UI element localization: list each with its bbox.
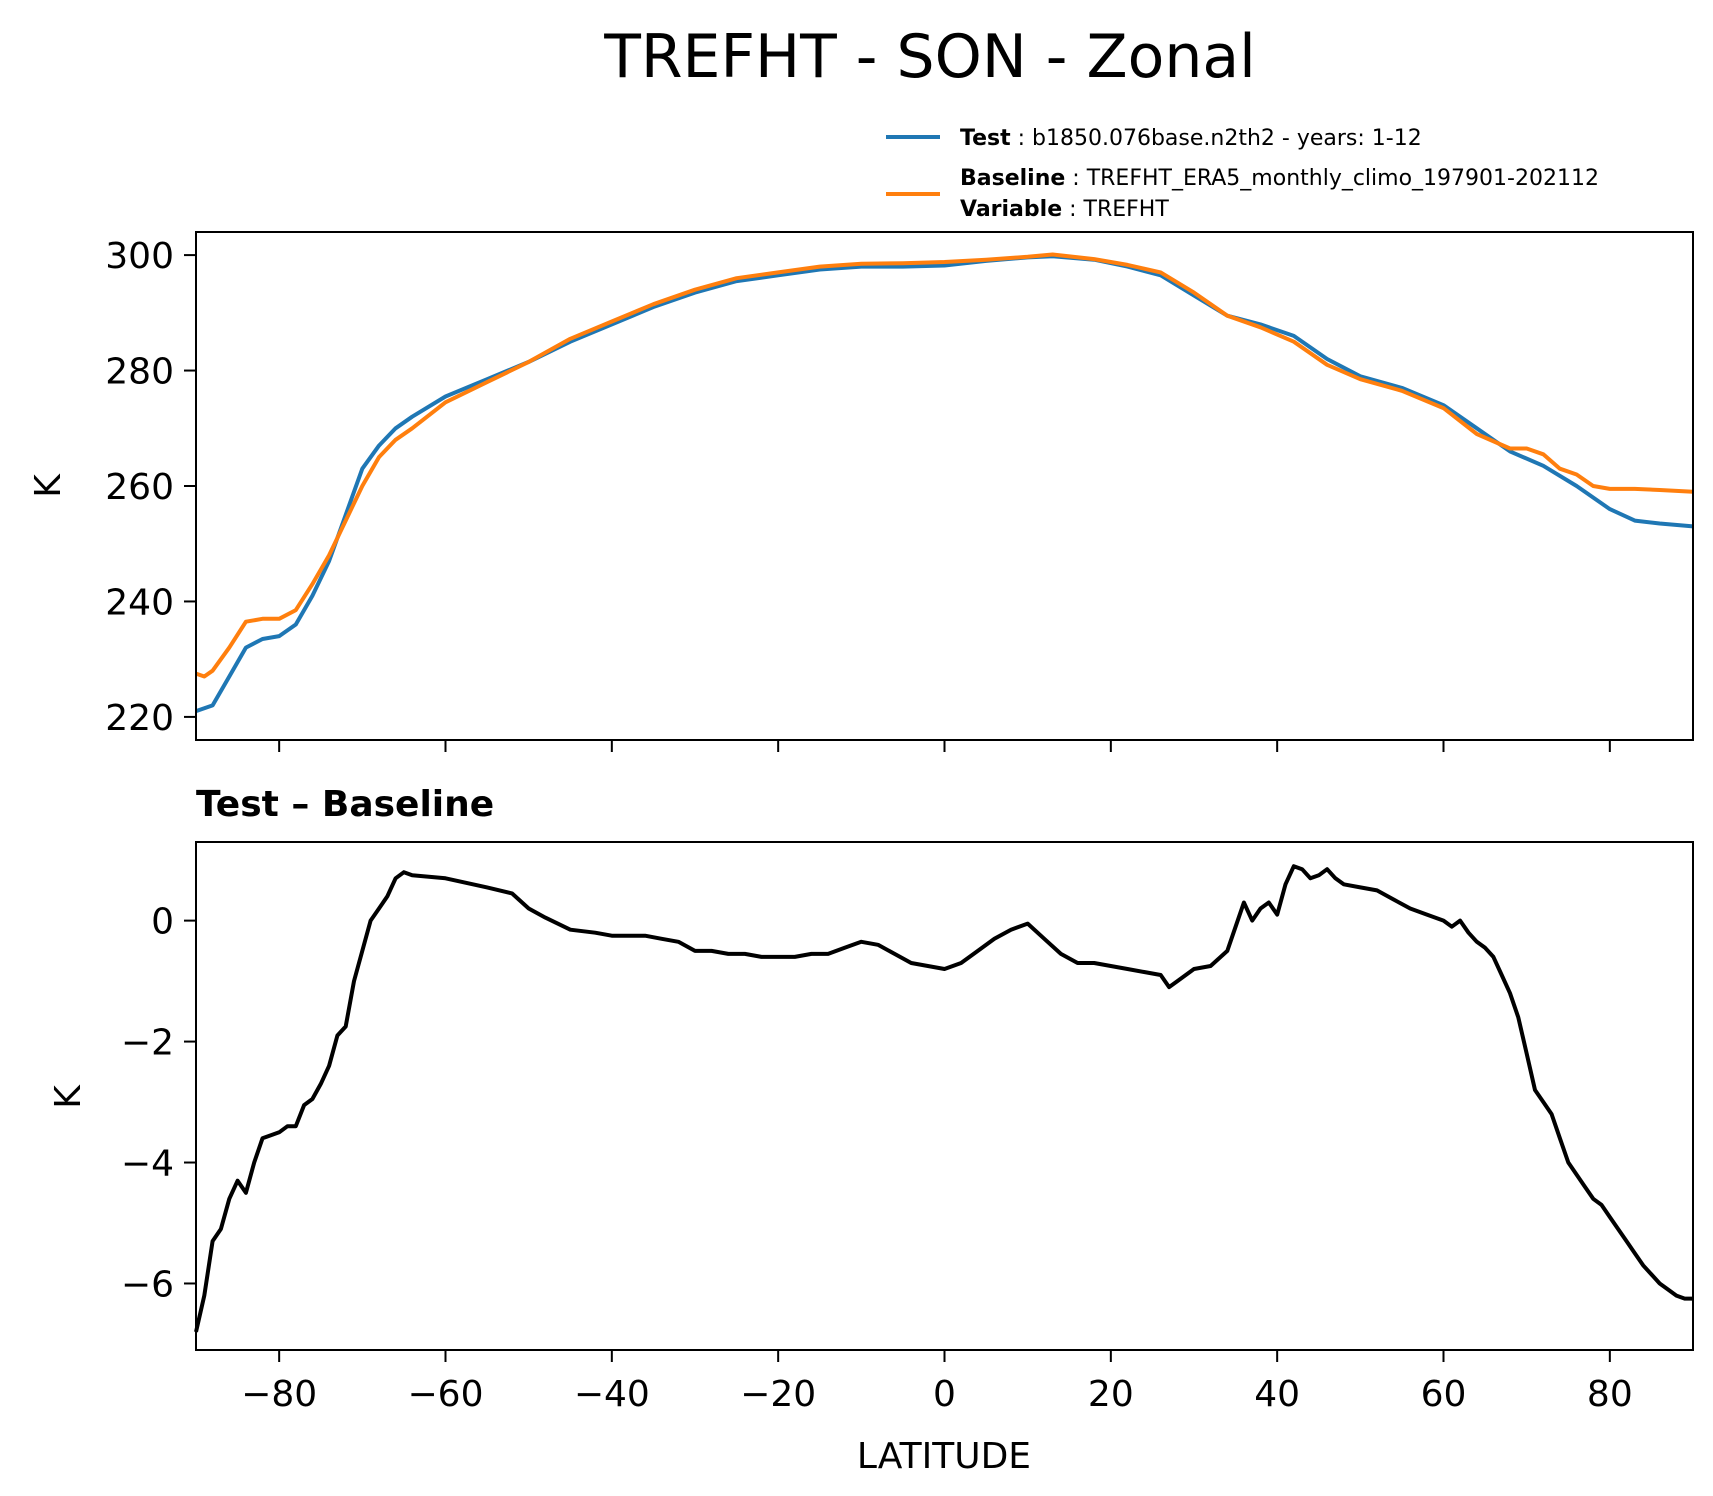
legend-variable-sep: : [1062, 197, 1083, 222]
top-panel: 220 240 260 280 300 K [28, 231, 1694, 752]
top-baseline-series-line [195, 252, 1694, 679]
bottom-y-tick-label: −6 [121, 1264, 174, 1305]
legend-variable-key: Variable [960, 197, 1062, 222]
top-y-tick-label: 240 [105, 582, 174, 623]
bottom-ticks-group: −80 −60 −40 −20 0 20 40 60 80 0 −2 −4 −6 [121, 902, 1633, 1415]
top-y-axis-label: K [28, 473, 69, 498]
bottom-axes-frame [195, 841, 1694, 1351]
x-tick-label: −20 [740, 1374, 816, 1415]
bottom-series-group [194, 864, 1693, 1333]
legend-variable-text: TREFHT [1083, 197, 1170, 222]
bottom-y-tick-label: −2 [121, 1023, 174, 1064]
x-tick-label: 0 [933, 1374, 956, 1415]
top-y-tick-label: 260 [105, 467, 174, 508]
top-test-series-line [195, 254, 1694, 713]
x-axis-label: LATITUDE [857, 1436, 1031, 1477]
legend-test-key: Test [960, 126, 1011, 151]
legend-variable-entry: Variable : TREFHT [960, 197, 1169, 222]
x-tick-label: −60 [408, 1374, 484, 1415]
legend-test-entry: Test : b1850.076base.n2th2 - years: 1-12 [960, 126, 1422, 151]
top-y-tick-label: 280 [105, 352, 174, 393]
bottom-y-tick-label: −4 [121, 1144, 174, 1185]
x-tick-label: −80 [241, 1374, 317, 1415]
top-y-tick-label: 300 [105, 236, 174, 277]
figure-title: TREFHT - SON - Zonal [603, 22, 1256, 92]
legend-baseline-text: TREFHT_ERA5_monthly_climo_197901-202112 [1086, 166, 1599, 191]
top-ticks-group: 220 240 260 280 300 [105, 236, 1611, 752]
x-tick-label: 80 [1587, 1374, 1633, 1415]
bottom-y-axis-label: K [48, 1084, 89, 1109]
legend-baseline-entry: Baseline : TREFHT_ERA5_monthly_climo_197… [960, 166, 1599, 191]
legend-test-sep: : [1011, 126, 1032, 151]
legend-baseline-key: Baseline [960, 166, 1065, 191]
legend: Test : b1850.076base.n2th2 - years: 1-12… [886, 126, 1599, 222]
top-series-group [195, 252, 1694, 713]
bottom-panel-title: Test – Baseline [196, 784, 494, 825]
bottom-panel: Test – Baseline −80 −60 −40 −20 0 20 40 60 80 0 −2… [48, 784, 1694, 1477]
bottom-y-tick-label: 0 [151, 902, 174, 943]
legend-baseline-sep: : [1065, 166, 1086, 191]
top-y-tick-label: 220 [105, 698, 174, 739]
x-tick-label: 60 [1421, 1374, 1467, 1415]
x-tick-label: 40 [1254, 1374, 1300, 1415]
x-tick-label: −40 [574, 1374, 650, 1415]
bottom-difference-series-line [194, 864, 1693, 1333]
legend-test-text: b1850.076base.n2th2 - years: 1-12 [1032, 126, 1422, 151]
top-axes-frame [195, 231, 1694, 741]
x-tick-label: 20 [1088, 1374, 1134, 1415]
